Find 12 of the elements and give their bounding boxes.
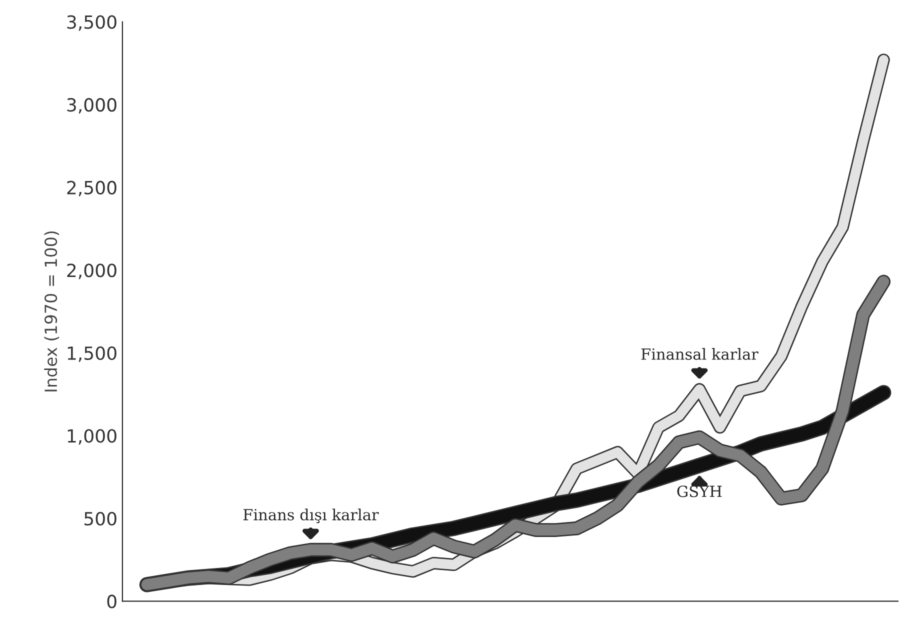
annotation: GSYH: [677, 486, 722, 498]
y-tick-label: 3,000: [67, 98, 116, 114]
y-tick-label: 500: [84, 512, 116, 526]
y-tick-label: 1,500: [68, 346, 116, 362]
y-tick-label: 0: [107, 594, 116, 608]
y-axis-title: Index (1970 = 100): [44, 231, 60, 392]
annotation: Finansal karlar: [641, 348, 758, 360]
y-tick-label: 2,000: [67, 264, 116, 280]
y-tick-label: 1,000: [68, 429, 116, 445]
annotation: Finans dışı karlar: [243, 508, 379, 524]
y-tick-label: 3,500: [67, 15, 116, 31]
y-tick-label: 2,500: [67, 180, 116, 196]
